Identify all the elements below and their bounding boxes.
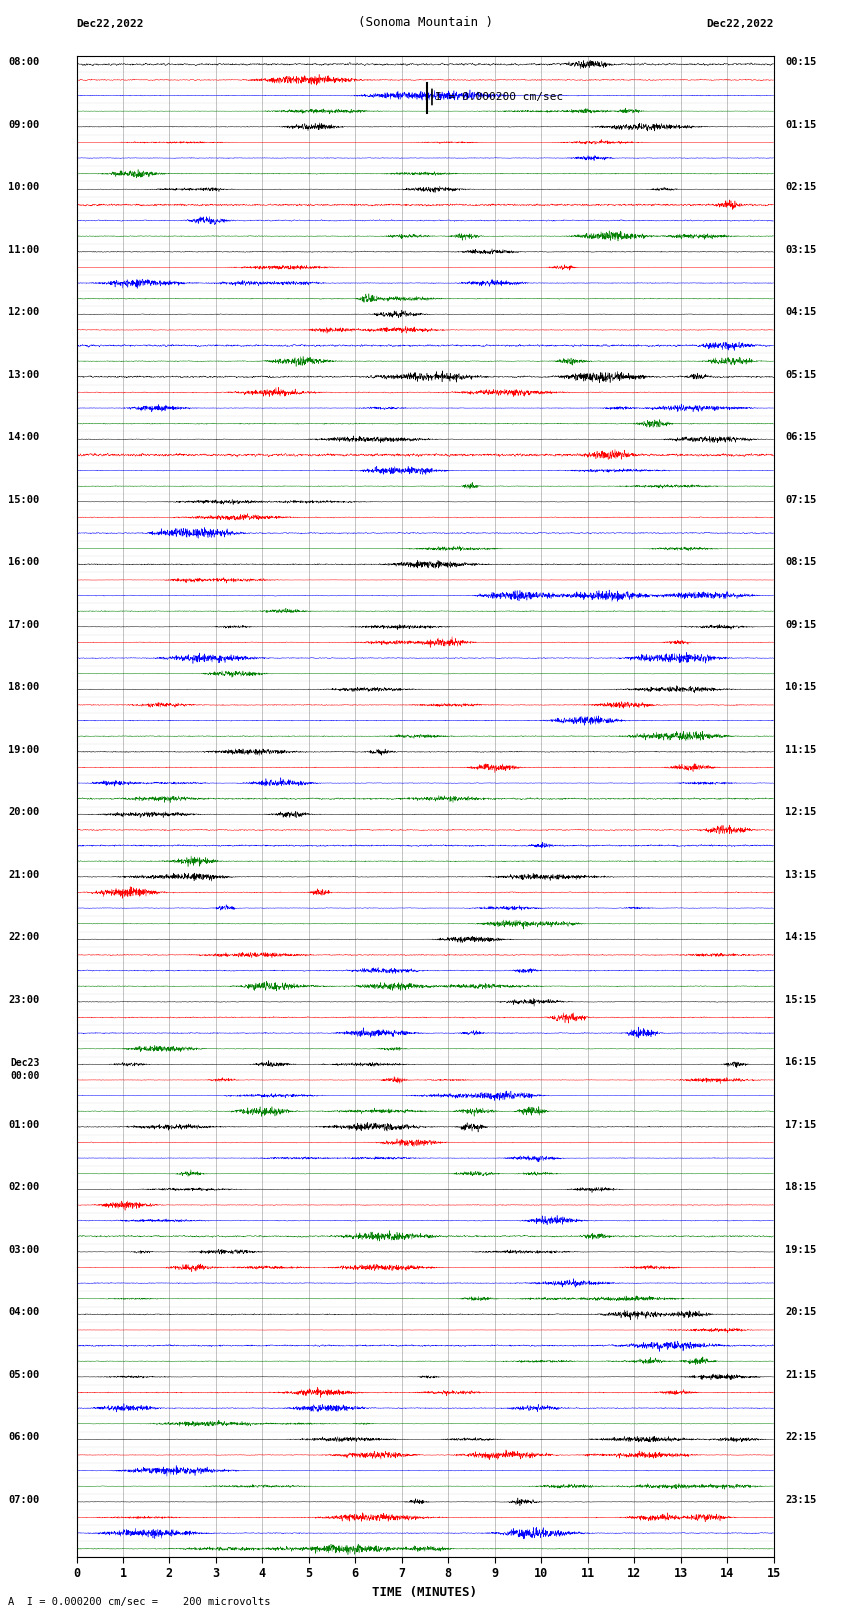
Text: 09:15: 09:15 <box>785 619 816 629</box>
Text: 13:00: 13:00 <box>8 369 39 379</box>
Text: 20:15: 20:15 <box>785 1307 816 1318</box>
Text: 15:00: 15:00 <box>8 495 39 505</box>
Text: 18:15: 18:15 <box>785 1182 816 1192</box>
Text: 04:15: 04:15 <box>785 306 816 318</box>
Text: 12:00: 12:00 <box>8 306 39 318</box>
Text: 22:00: 22:00 <box>8 932 39 942</box>
X-axis label: TIME (MINUTES): TIME (MINUTES) <box>372 1586 478 1598</box>
Text: 01:15: 01:15 <box>785 119 816 129</box>
Text: 22:15: 22:15 <box>785 1432 816 1442</box>
Text: 01:00: 01:00 <box>8 1119 39 1129</box>
Text: 06:00: 06:00 <box>8 1432 39 1442</box>
Text: 16:15: 16:15 <box>785 1057 816 1068</box>
Text: 11:00: 11:00 <box>8 245 39 255</box>
Text: 05:00: 05:00 <box>8 1369 39 1379</box>
Text: 08:00: 08:00 <box>8 56 39 68</box>
Text: (Sonoma Mountain ): (Sonoma Mountain ) <box>358 16 492 29</box>
Text: 00:00: 00:00 <box>10 1071 39 1081</box>
Text: Dec22,2022: Dec22,2022 <box>706 19 774 29</box>
Text: 19:00: 19:00 <box>8 745 39 755</box>
Text: 09:00: 09:00 <box>8 119 39 129</box>
Text: 08:15: 08:15 <box>785 556 816 568</box>
Text: 02:00: 02:00 <box>8 1182 39 1192</box>
Text: 03:00: 03:00 <box>8 1245 39 1255</box>
Text: 20:00: 20:00 <box>8 806 39 818</box>
Text: 18:00: 18:00 <box>8 682 39 692</box>
Text: 19:15: 19:15 <box>785 1245 816 1255</box>
Text: 06:15: 06:15 <box>785 432 816 442</box>
Text: 16:00: 16:00 <box>8 556 39 568</box>
Text: 03:15: 03:15 <box>785 245 816 255</box>
Text: 10:15: 10:15 <box>785 682 816 692</box>
Text: 14:00: 14:00 <box>8 432 39 442</box>
Text: 23:15: 23:15 <box>785 1495 816 1505</box>
Text: Dec23: Dec23 <box>10 1058 39 1068</box>
Text: 13:15: 13:15 <box>785 869 816 879</box>
Text: 15:15: 15:15 <box>785 995 816 1005</box>
Text: I = 0.000200 cm/sec: I = 0.000200 cm/sec <box>435 92 564 102</box>
Text: 11:15: 11:15 <box>785 745 816 755</box>
Text: 17:15: 17:15 <box>785 1119 816 1129</box>
Text: 07:15: 07:15 <box>785 495 816 505</box>
Text: 02:15: 02:15 <box>785 182 816 192</box>
Text: 05:15: 05:15 <box>785 369 816 379</box>
Text: 23:00: 23:00 <box>8 995 39 1005</box>
Text: 04:00: 04:00 <box>8 1307 39 1318</box>
Text: 21:00: 21:00 <box>8 869 39 879</box>
Text: Dec22,2022: Dec22,2022 <box>76 19 144 29</box>
Text: 21:15: 21:15 <box>785 1369 816 1379</box>
Text: 00:15: 00:15 <box>785 56 816 68</box>
Text: A  I = 0.000200 cm/sec =    200 microvolts: A I = 0.000200 cm/sec = 200 microvolts <box>8 1597 271 1607</box>
Text: 12:15: 12:15 <box>785 806 816 818</box>
Text: 14:15: 14:15 <box>785 932 816 942</box>
Text: 17:00: 17:00 <box>8 619 39 629</box>
Text: 10:00: 10:00 <box>8 182 39 192</box>
Text: 07:00: 07:00 <box>8 1495 39 1505</box>
